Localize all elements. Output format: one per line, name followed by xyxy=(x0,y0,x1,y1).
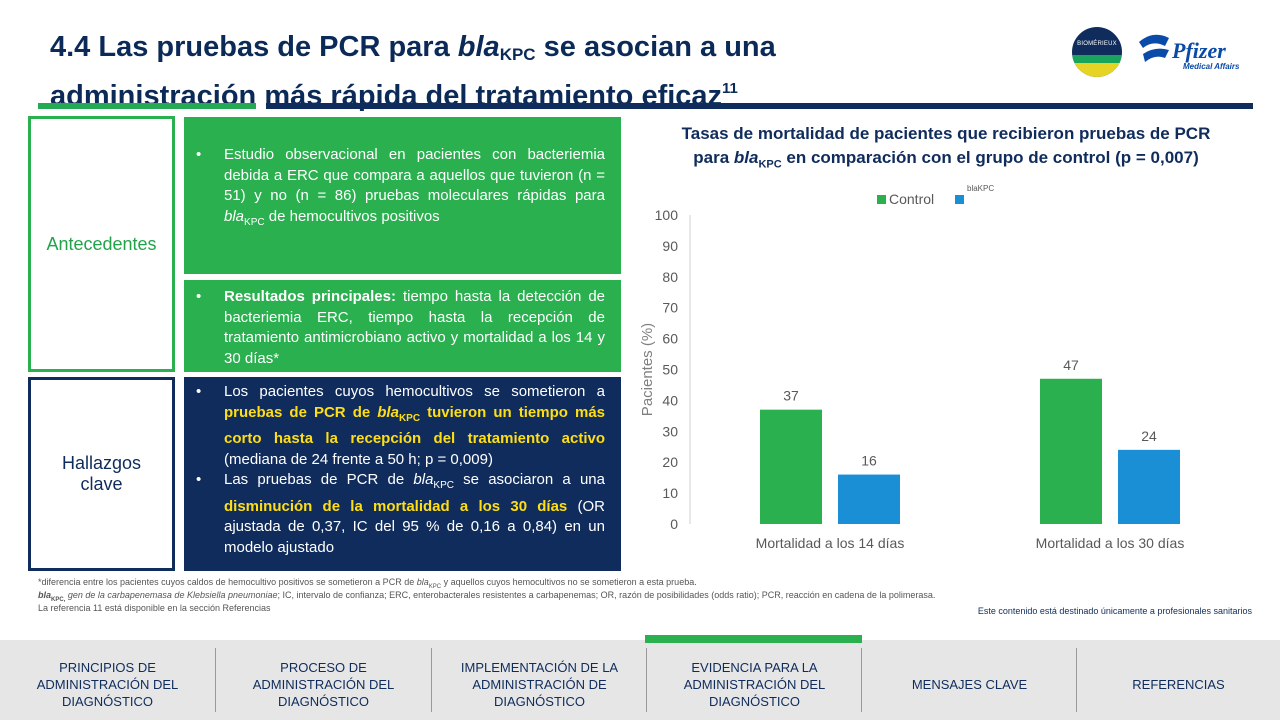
bar xyxy=(1040,378,1102,524)
mortality-bar-chart: 0 10 20 30 40 50 60 70 80 90 100 Pacientes (%) 37 16 M… xyxy=(639,184,1185,551)
y-tick-label: 20 xyxy=(662,454,678,470)
chart-title: Tasas de mortalidad de pacientes que rec… xyxy=(681,124,1211,171)
data-label: 24 xyxy=(1141,428,1157,444)
nav-item-implementacion[interactable]: IMPLEMENTACIÓN DE LA ADMINISTRACIÓN DE D… xyxy=(460,659,619,709)
nav-separator xyxy=(431,648,432,712)
nav-item-referencias[interactable]: REFERENCIAS xyxy=(1132,676,1225,692)
data-label: 37 xyxy=(783,388,799,404)
page-title: 4.4 Las pruebas de PCR para blaKPC se as… xyxy=(50,31,776,112)
nav-separator xyxy=(861,648,862,712)
pfizer-wordmark: Pfizer xyxy=(1172,38,1226,63)
y-tick-label: 80 xyxy=(662,269,678,285)
y-tick-label: 60 xyxy=(662,331,678,347)
bar xyxy=(838,474,900,524)
list-item: Las pruebas de PCR de blaKPC se asociaro… xyxy=(196,470,605,558)
y-tick-label: 100 xyxy=(655,207,679,223)
data-label: 47 xyxy=(1063,357,1079,373)
biomerieux-logo: BIOMÉRIEUX xyxy=(1072,27,1122,77)
nav-item-principios[interactable]: PRINCIPIOS DE ADMINISTRACIÓN DEL DIAGNÓS… xyxy=(36,659,179,709)
antecedentes-panel-study: Estudio observacional en pacientes con b… xyxy=(184,117,621,274)
footnote-1: *diferencia entre los pacientes cuyos ca… xyxy=(38,577,697,590)
x-tick-label: Mortalidad a los 30 días xyxy=(1036,535,1185,551)
list-item: Resultados principales: tiempo hasta la … xyxy=(196,287,605,369)
pfizer-logo-icon xyxy=(1139,34,1169,62)
title-divider-green xyxy=(38,103,256,109)
footnote-2: blaKPC, gen de la carbapenemasa de Klebs… xyxy=(38,590,936,603)
data-label: 16 xyxy=(861,453,877,469)
nav-item-evidencia[interactable]: EVIDENCIA PARA LA ADMINISTRACIÓN DEL DIA… xyxy=(683,659,826,709)
legend-label: blaKPC xyxy=(967,184,994,193)
bar xyxy=(760,409,822,524)
y-tick-label: 70 xyxy=(662,300,678,316)
nav-separator xyxy=(646,648,647,712)
bottom-nav xyxy=(0,640,1280,720)
y-tick-label: 90 xyxy=(662,238,678,254)
y-tick-label: 40 xyxy=(662,392,678,408)
y-tick-label: 0 xyxy=(670,516,678,532)
legend-label: Control xyxy=(889,191,934,207)
bar xyxy=(1118,449,1180,524)
hallazgos-label: Hallazgos clave xyxy=(28,377,175,571)
list-item: Estudio observacional en pacientes con b… xyxy=(196,145,605,233)
nav-item-mensajes-clave[interactable]: MENSAJES CLAVE xyxy=(911,676,1028,692)
footnote-3: La referencia 11 está disponible en la s… xyxy=(38,603,271,613)
x-tick-label: Mortalidad a los 14 días xyxy=(756,535,905,551)
nav-separator xyxy=(1076,648,1077,712)
y-tick-label: 30 xyxy=(662,423,678,439)
y-tick-label: 50 xyxy=(662,362,678,378)
antecedentes-label: Antecedentes xyxy=(28,116,175,372)
hallazgos-panel: Los pacientes cuyos hemocultivos se some… xyxy=(184,377,621,571)
nav-separator xyxy=(215,648,216,712)
antecedentes-panel-results: Resultados principales: tiempo hasta la … xyxy=(184,280,621,372)
nav-active-indicator xyxy=(645,635,862,643)
title-divider-navy xyxy=(266,103,1253,109)
pfizer-subtitle: Medical Affairs xyxy=(1183,62,1240,71)
nav-item-proceso[interactable]: PROCESO DE ADMINISTRACIÓN DEL DIAGNÓSTIC… xyxy=(252,659,395,709)
legend-swatch xyxy=(955,195,964,204)
y-tick-label: 10 xyxy=(662,485,678,501)
y-axis-label: Pacientes (%) xyxy=(639,323,656,416)
disclaimer: Este contenido está destinado únicamente… xyxy=(977,606,1252,616)
list-item: Los pacientes cuyos hemocultivos se some… xyxy=(196,382,605,470)
legend-swatch xyxy=(877,195,886,204)
